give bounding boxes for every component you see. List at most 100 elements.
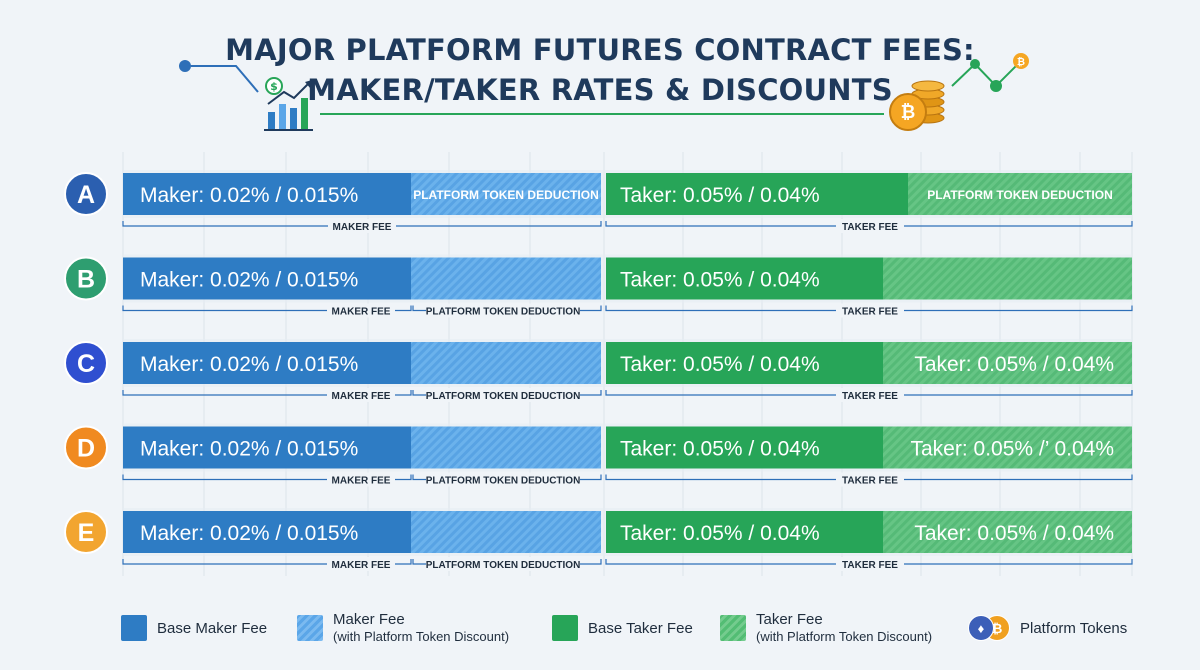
bar-discount-taker-A [908, 173, 1132, 215]
title-line-2: MAKER/TAKER RATES & DISCOUNTS [307, 73, 893, 107]
legend-label-discount-taker: Taker Fee (with Platform Token Discount) [756, 611, 932, 645]
maker-discount-caption-bg [426, 472, 580, 487]
maker-caption-bg [328, 219, 396, 233]
taker-caption-bg [836, 472, 904, 487]
bar-base-taker-E [606, 511, 883, 553]
row-label-D: D [77, 435, 95, 463]
legend-label-base-maker: Base Maker Fee [157, 619, 268, 637]
maker-value-label-B: Maker: 0.02% / 0.015% [140, 269, 358, 292]
bar-base-maker-A [123, 173, 411, 215]
taker-value-label-A: Taker: 0.05% / 0.04% [620, 184, 820, 207]
bar-discount-maker-C [411, 342, 601, 384]
bar-chart-growth-icon [264, 79, 313, 131]
legend-item-base-taker: Base Taker Fee [552, 600, 693, 656]
maker-discount-caption-B: PLATFORM TOKEN DEDUCTION [426, 307, 581, 318]
legend-label-discount-maker: Maker Fee (with Platform Token Discount) [333, 611, 509, 645]
bar-discount-maker-D [411, 426, 601, 469]
row-badge-D [64, 425, 108, 470]
taker-caption-D: TAKER FEE [842, 476, 898, 487]
legend-swatch-discount-taker [720, 615, 746, 641]
legend-item-base-maker: Base Maker Fee [121, 600, 267, 656]
taker-discount-label-D: Taker: 0.05% /’ 0.04% [911, 438, 1115, 461]
taker-caption-A: TAKER FEE [842, 222, 898, 233]
maker-discount-label-A: PLATFORM TOKEN DEDUCTION [413, 188, 599, 202]
bitcoin-coin-stack-icon: ₿ [889, 80, 945, 131]
taker-discount-label-A: PLATFORM TOKEN DEDUCTION [927, 188, 1113, 202]
row-badge-E [64, 510, 108, 554]
taker-discount-label-C: Taker: 0.05% / 0.04% [914, 353, 1114, 376]
maker-caption-B: MAKER FEE [332, 307, 391, 318]
legend-label-discount-taker-line2: (with Platform Token Discount) [756, 629, 933, 644]
bar-base-maker-E [123, 511, 411, 553]
svg-text:₿: ₿ [1017, 56, 1025, 68]
maker-discount-caption-C: PLATFORM TOKEN DEDUCTION [426, 391, 581, 402]
maker-caption-bg [327, 472, 395, 487]
maker-caption-A: MAKER FEE [333, 222, 392, 233]
legend-swatch-base-maker [121, 615, 147, 641]
taker-caption-C: TAKER FEE [842, 391, 898, 402]
maker-discount-caption-bg [426, 557, 580, 571]
dollar-coin-icon: $ [265, 77, 283, 95]
platform-tokens-icon: ♦ ₿ [968, 614, 1012, 642]
row-label-B: B [77, 266, 95, 294]
bar-discount-maker-A [411, 173, 601, 215]
header-decoration: $ ₿ ₿ [179, 53, 1029, 131]
maker-bracket-B [122, 305, 412, 312]
taker-discount-label-E: Taker: 0.05% / 0.04% [914, 522, 1114, 545]
maker-caption-bg [327, 303, 395, 318]
taker-value-label-C: Taker: 0.05% / 0.04% [620, 353, 820, 376]
legend-item-discount-taker: Taker Fee (with Platform Token Discount) [720, 600, 932, 656]
bar-discount-taker-D [883, 426, 1132, 469]
row-badge-A [64, 172, 108, 216]
legend-swatch-discount-maker [297, 615, 323, 641]
maker-caption-bg [327, 557, 395, 571]
bar-discount-taker-C [883, 342, 1132, 384]
taker-value-label-E: Taker: 0.05% / 0.04% [620, 522, 820, 545]
maker-discount-caption-E: PLATFORM TOKEN DEDUCTION [426, 560, 581, 571]
legend-label-platform-tokens: Platform Tokens [1020, 619, 1128, 637]
maker-caption-bg [327, 388, 395, 402]
taker-caption-bg [836, 303, 904, 318]
maker-caption-C: MAKER FEE [332, 391, 391, 402]
taker-caption-bg [836, 388, 904, 402]
taker-caption-B: TAKER FEE [842, 307, 898, 318]
bar-base-taker-A [606, 173, 908, 215]
row-label-A: A [77, 181, 95, 209]
maker-caption-E: MAKER FEE [332, 560, 391, 571]
maker-bracket-C [122, 390, 412, 396]
bar-base-taker-D [606, 426, 883, 469]
legend: Base Maker Fee Maker Fee (with Platform … [0, 600, 1200, 660]
bar-discount-taker-E [883, 511, 1132, 553]
legend-label-base-taker: Base Taker Fee [588, 619, 693, 637]
maker-discount-caption-bg [426, 388, 580, 402]
ethereum-icon: ♦ [968, 615, 994, 641]
svg-text:₿: ₿ [901, 102, 916, 123]
taker-caption-bg [836, 557, 904, 571]
legend-label-discount-maker-line1: Maker Fee [333, 611, 405, 628]
bar-discount-maker-B [411, 257, 601, 300]
taker-caption-bg [836, 219, 904, 233]
maker-value-label-D: Maker: 0.02% / 0.015% [140, 438, 358, 461]
maker-value-label-E: Maker: 0.02% / 0.015% [140, 522, 358, 545]
bar-base-maker-C [123, 342, 411, 384]
bar-base-maker-B [123, 257, 411, 300]
row-label-E: E [78, 519, 95, 547]
legend-item-discount-maker: Maker Fee (with Platform Token Discount) [297, 600, 509, 656]
right-trend-line: ₿ [951, 53, 1029, 92]
taker-value-label-B: Taker: 0.05% / 0.04% [620, 269, 820, 292]
legend-label-discount-taker-line1: Taker Fee [756, 611, 823, 628]
svg-text:$: $ [270, 80, 278, 93]
taker-value-label-D: Taker: 0.05% / 0.04% [620, 438, 820, 461]
row-label-C: C [77, 350, 95, 378]
taker-caption-E: TAKER FEE [842, 560, 898, 571]
title-line-1: MAJOR PLATFORM FUTURES CONTRACT FEES: [225, 33, 975, 67]
bar-base-maker-D [123, 426, 411, 469]
maker-value-label-C: Maker: 0.02% / 0.015% [140, 353, 358, 376]
maker-bracket-E [122, 559, 412, 565]
bar-base-taker-B [606, 257, 883, 300]
row-badge-B [64, 256, 108, 301]
legend-swatch-base-taker [552, 615, 578, 641]
left-trend-line [179, 60, 259, 93]
maker-discount-caption-D: PLATFORM TOKEN DEDUCTION [426, 476, 581, 487]
legend-label-discount-maker-line2: (with Platform Token Discount) [333, 629, 510, 644]
